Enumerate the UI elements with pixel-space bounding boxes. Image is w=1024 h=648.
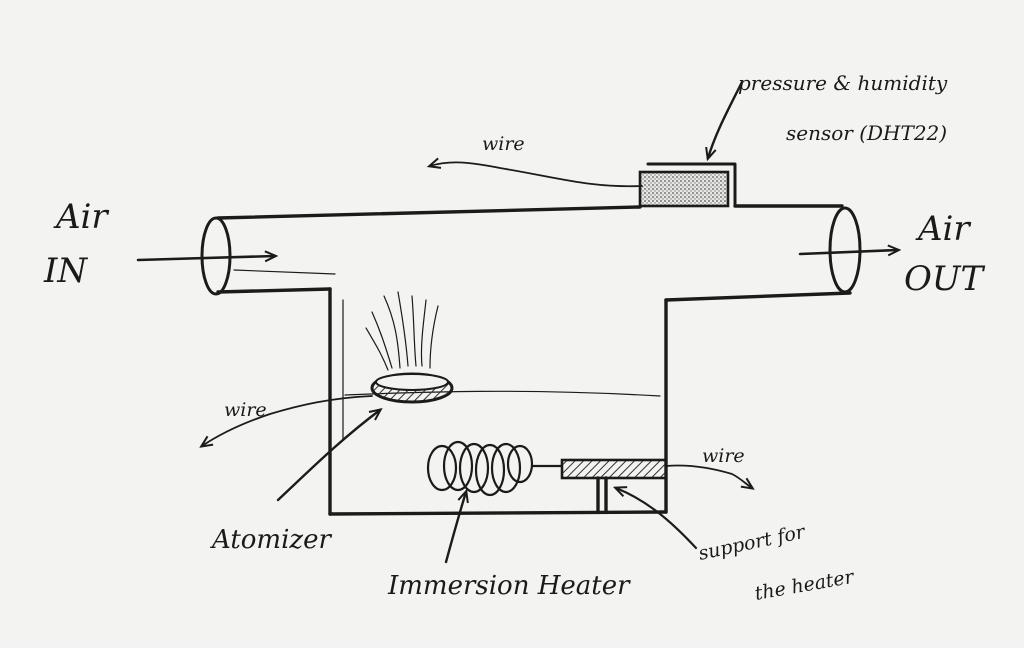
dht22-sensor [638, 162, 737, 208]
support-label-line1: support for [696, 521, 808, 565]
atomizer-label: Atomizer [210, 525, 332, 555]
air-in-label-line1: Air [53, 197, 109, 237]
sensor-label-line2: sensor (DHT22) [786, 121, 947, 145]
heater-support [560, 458, 668, 514]
sensor-label-line1: pressure & humidity [738, 71, 948, 95]
mist-lines [365, 291, 439, 371]
atomizer-disc [370, 372, 454, 404]
air-out-label-line2: OUT [904, 259, 986, 299]
sensor-pointer-arrow [708, 80, 744, 158]
air-out-label-line1: Air [915, 209, 971, 249]
immersion-heater-label: Immersion Heater [387, 571, 631, 601]
sensor-wire [430, 162, 643, 188]
air-in-arrow [136, 256, 275, 260]
heater-pointer-arrow [444, 492, 466, 564]
inlet-opening [200, 216, 232, 296]
support-label-line2: the heater [753, 566, 857, 605]
atomizer-pointer-arrow [276, 410, 380, 502]
wire-label-left: wire [224, 399, 267, 421]
support-pointer-arrow [616, 488, 698, 550]
immersion-heater-coil [426, 440, 564, 497]
atomizer-wire [202, 395, 373, 446]
air-out-arrow [798, 250, 898, 254]
wire-label-right: wire [702, 445, 745, 467]
faint-guide-lines [233, 269, 661, 441]
outlet-opening [828, 206, 862, 294]
heater-wire [665, 464, 752, 488]
wire-label-top: wire [482, 133, 525, 155]
air-in-label-line2: IN [43, 251, 88, 291]
